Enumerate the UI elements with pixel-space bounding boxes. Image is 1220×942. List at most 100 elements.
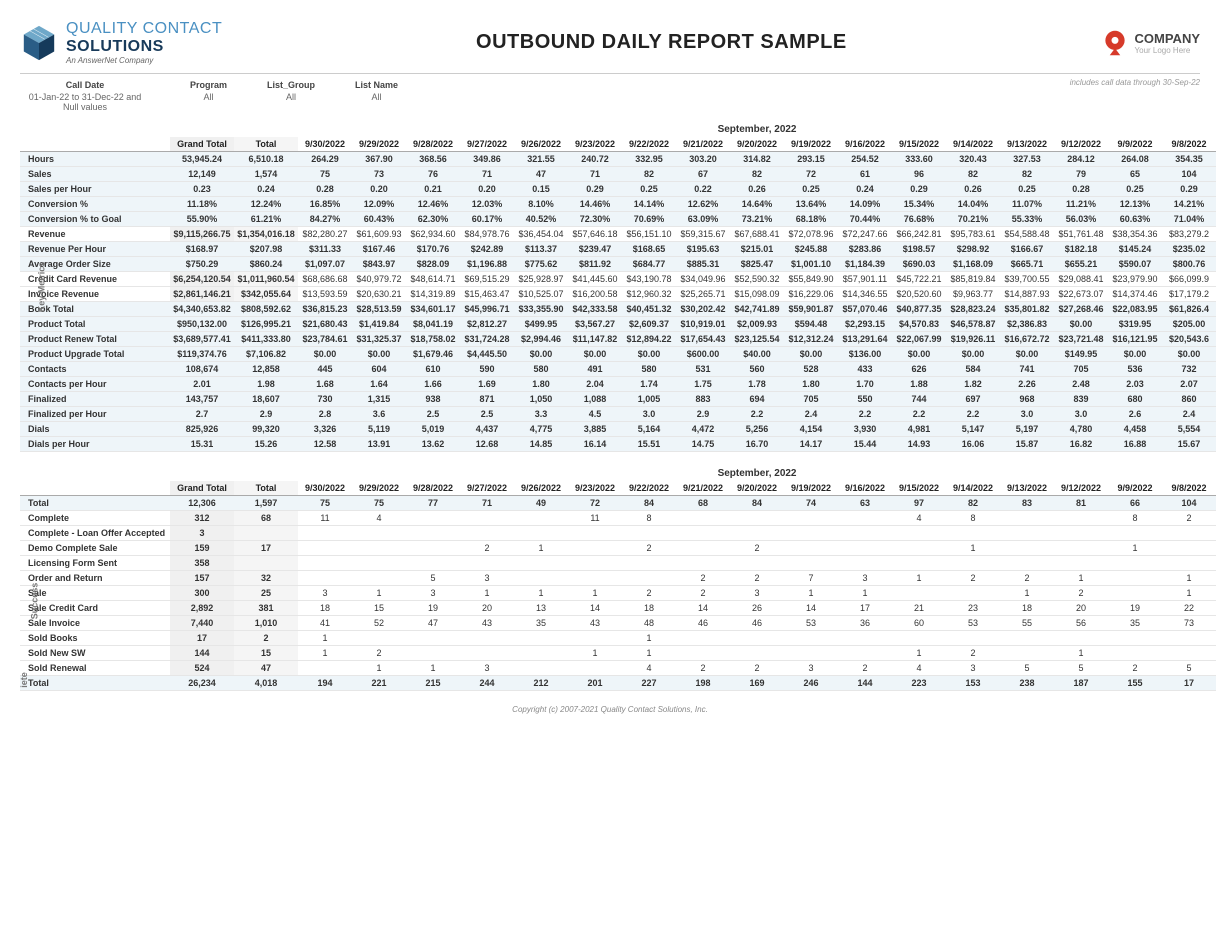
cell: $43,190.78 <box>622 272 676 287</box>
col-header[interactable]: 9/27/2022 <box>460 481 514 496</box>
cell: 72.30% <box>568 212 622 227</box>
cell: 2.2 <box>730 407 784 422</box>
cell: 3.0 <box>1054 407 1108 422</box>
col-header[interactable]: 9/8/2022 <box>1162 481 1216 496</box>
cell: $775.62 <box>514 257 568 272</box>
col-header[interactable]: 9/27/2022 <box>460 137 514 152</box>
cell: $59,315.67 <box>676 227 730 242</box>
col-header[interactable]: 9/21/2022 <box>676 137 730 152</box>
cell: 1 <box>1162 571 1216 586</box>
cell: 1 <box>352 661 406 676</box>
col-header[interactable]: 9/23/2022 <box>568 481 622 496</box>
cell: 11.21% <box>1054 197 1108 212</box>
data-through-note: includes call data through 30-Sep-22 <box>1070 78 1200 87</box>
cell: 0.15 <box>514 182 568 197</box>
col-header[interactable]: 9/16/2022 <box>838 481 892 496</box>
col-header[interactable]: 9/20/2022 <box>730 481 784 496</box>
col-header[interactable]: 9/9/2022 <box>1108 481 1162 496</box>
cell: 0.24 <box>838 182 892 197</box>
filter-program[interactable]: Program All <box>190 80 227 112</box>
cell: $30,202.42 <box>676 302 730 317</box>
col-header[interactable]: 9/15/2022 <box>892 137 946 152</box>
col-header[interactable]: 9/15/2022 <box>892 481 946 496</box>
col-header[interactable]: 9/29/2022 <box>352 137 406 152</box>
table-row: Sale3002531311122311121 <box>20 586 1216 601</box>
cell: 68.18% <box>784 212 838 227</box>
col-header[interactable]: 9/12/2022 <box>1054 481 1108 496</box>
col-header[interactable]: 9/8/2022 <box>1162 137 1216 152</box>
col-header[interactable]: 9/9/2022 <box>1108 137 1162 152</box>
row-label: Sold New SW <box>20 646 170 661</box>
col-header[interactable]: 9/21/2022 <box>676 481 730 496</box>
cell <box>1000 511 1054 526</box>
col-header[interactable]: 9/26/2022 <box>514 137 568 152</box>
cell: $1,001.10 <box>784 257 838 272</box>
cell: $52,590.32 <box>730 272 784 287</box>
cell <box>838 646 892 661</box>
cell: 75 <box>298 496 352 511</box>
filter-list-name[interactable]: List Name All <box>355 80 398 112</box>
col-header[interactable]: 9/28/2022 <box>406 481 460 496</box>
cell: 12.09% <box>352 197 406 212</box>
cell: 0.24 <box>234 182 298 197</box>
col-header[interactable]: 9/22/2022 <box>622 137 676 152</box>
cell: 354.35 <box>1162 152 1216 167</box>
cell: $4,445.50 <box>460 347 514 362</box>
col-header[interactable]: Total <box>234 481 298 496</box>
cell <box>568 556 622 571</box>
col-header[interactable]: 9/20/2022 <box>730 137 784 152</box>
cell <box>298 541 352 556</box>
col-header[interactable]: 9/14/2022 <box>946 137 1000 152</box>
cell: $136.00 <box>838 347 892 362</box>
col-header[interactable]: 9/19/2022 <box>784 137 838 152</box>
cell: $0.00 <box>352 347 406 362</box>
col-header[interactable]: 9/30/2022 <box>298 481 352 496</box>
iete-side-label: iete <box>19 672 29 688</box>
cell: 18 <box>622 601 676 616</box>
cell: 2.03 <box>1108 377 1162 392</box>
row-label: Revenue Per Hour <box>20 242 170 257</box>
col-header[interactable]: 9/16/2022 <box>838 137 892 152</box>
cell: 47 <box>514 167 568 182</box>
col-header[interactable]: Grand Total <box>170 481 234 496</box>
cell: 143,757 <box>170 392 234 407</box>
cell: $35,801.82 <box>1000 302 1054 317</box>
col-header[interactable]: 9/12/2022 <box>1054 137 1108 152</box>
col-header[interactable]: 9/13/2022 <box>1000 481 1054 496</box>
col-header[interactable]: Grand Total <box>170 137 234 152</box>
cell: $45,722.21 <box>892 272 946 287</box>
table-row: Order and Return15732532273122112 <box>20 571 1216 586</box>
filter-list-group[interactable]: List_Group All <box>267 80 315 112</box>
cell: 11 <box>298 511 352 526</box>
col-header[interactable]: 9/19/2022 <box>784 481 838 496</box>
cell: 14 <box>784 601 838 616</box>
cell <box>622 526 676 541</box>
col-header[interactable]: 9/22/2022 <box>622 481 676 496</box>
col-header[interactable]: 9/29/2022 <box>352 481 406 496</box>
cell: 680 <box>1108 392 1162 407</box>
cell: $2,293.15 <box>838 317 892 332</box>
col-header[interactable]: Total <box>234 137 298 152</box>
cell: $168.65 <box>622 242 676 257</box>
cell: 2.5 <box>460 407 514 422</box>
cell: 2 <box>622 586 676 601</box>
col-header[interactable]: 9/26/2022 <box>514 481 568 496</box>
cell: $14,374.46 <box>1108 287 1162 302</box>
row-label: Sold Renewal <box>20 661 170 676</box>
cell: 2.2 <box>892 407 946 422</box>
cell: 17 <box>170 631 234 646</box>
cell: 293.15 <box>784 152 838 167</box>
col-header[interactable]: 9/30/2022 <box>298 137 352 152</box>
col-header[interactable]: 9/14/2022 <box>946 481 1000 496</box>
cell: $38,354.36 <box>1108 227 1162 242</box>
cell: $411,333.80 <box>234 332 298 347</box>
cell: 221 <box>352 676 406 691</box>
filter-call-date[interactable]: Call Date 01-Jan-22 to 31-Dec-22 and Nul… <box>20 80 150 112</box>
cell <box>352 526 406 541</box>
cell: $16,200.58 <box>568 287 622 302</box>
col-header[interactable]: 9/28/2022 <box>406 137 460 152</box>
cell: $198.57 <box>892 242 946 257</box>
cell: 62.30% <box>406 212 460 227</box>
col-header[interactable]: 9/23/2022 <box>568 137 622 152</box>
col-header[interactable]: 9/13/2022 <box>1000 137 1054 152</box>
